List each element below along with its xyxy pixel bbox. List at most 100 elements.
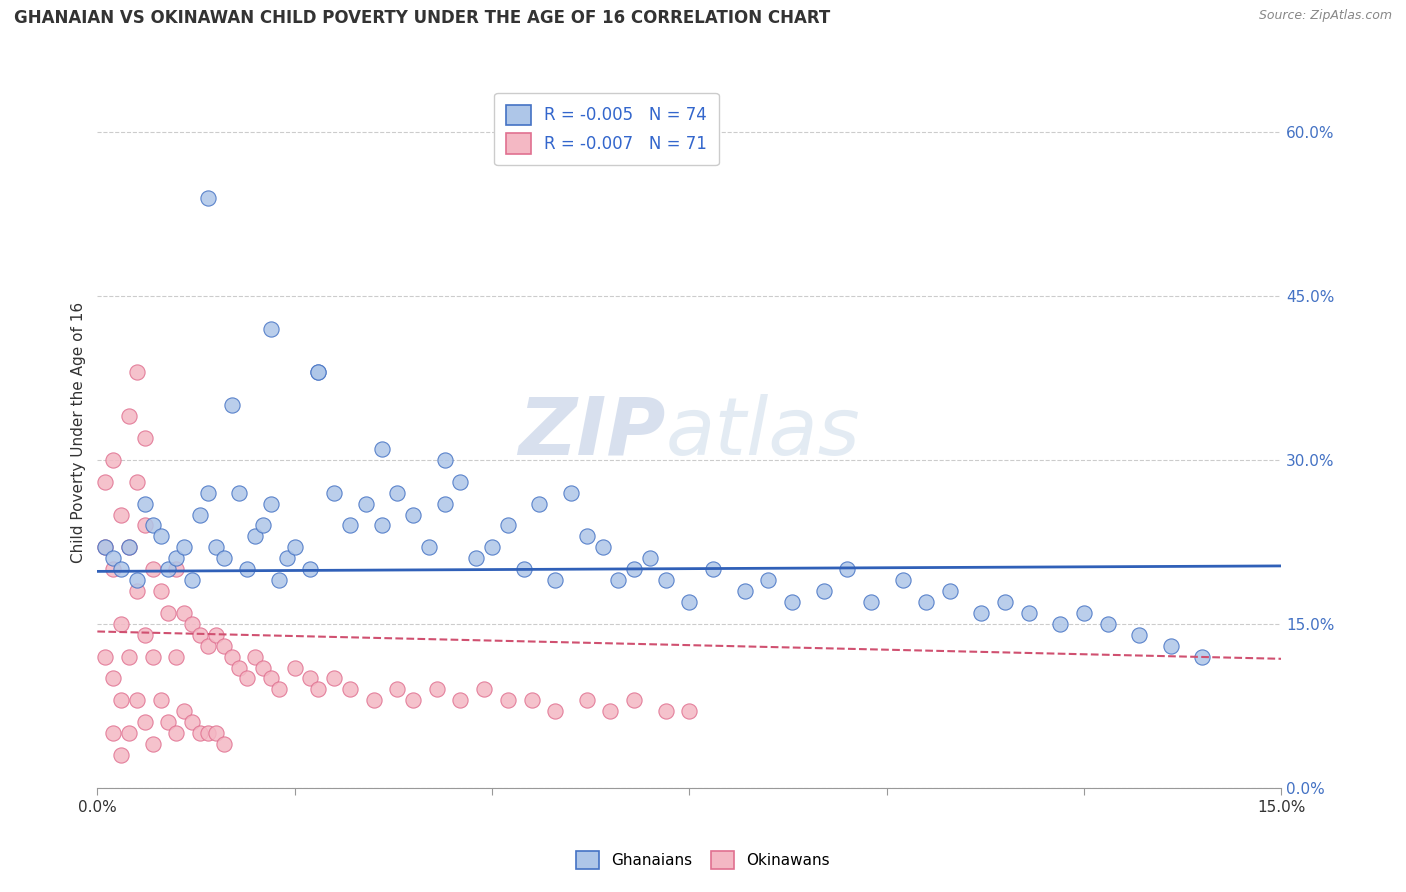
Point <box>260 672 283 686</box>
Point <box>181 573 204 587</box>
Point <box>94 475 117 489</box>
Point <box>623 562 645 576</box>
Point <box>188 628 211 642</box>
Point <box>1073 606 1095 620</box>
Point <box>1097 616 1119 631</box>
Point <box>165 551 187 566</box>
Point <box>299 562 322 576</box>
Point <box>496 693 519 707</box>
Point <box>188 726 211 740</box>
Point <box>426 682 449 697</box>
Point <box>134 431 156 445</box>
Point <box>433 497 456 511</box>
Point <box>623 693 645 707</box>
Point <box>212 737 235 751</box>
Point <box>245 649 267 664</box>
Point <box>134 518 156 533</box>
Point <box>110 693 132 707</box>
Point <box>157 715 180 730</box>
Point <box>654 704 676 718</box>
Point <box>94 541 117 555</box>
Point <box>173 704 195 718</box>
Point <box>323 485 346 500</box>
Legend: Ghanaians, Okinawans: Ghanaians, Okinawans <box>571 845 835 875</box>
Text: Source: ZipAtlas.com: Source: ZipAtlas.com <box>1258 9 1392 22</box>
Point <box>181 616 204 631</box>
Y-axis label: Child Poverty Under the Age of 16: Child Poverty Under the Age of 16 <box>72 302 86 563</box>
Point <box>284 660 307 674</box>
Point <box>101 562 124 576</box>
Point <box>544 704 567 718</box>
Point <box>110 616 132 631</box>
Point <box>236 562 259 576</box>
Point <box>118 726 141 740</box>
Point <box>204 628 226 642</box>
Point <box>599 704 621 718</box>
Point <box>125 693 148 707</box>
Point <box>276 551 298 566</box>
Point <box>118 541 141 555</box>
Point <box>970 606 993 620</box>
Point <box>149 693 172 707</box>
Point <box>142 518 165 533</box>
Point <box>125 475 148 489</box>
Point <box>418 541 440 555</box>
Point <box>173 606 195 620</box>
Point <box>197 726 219 740</box>
Point <box>472 682 495 697</box>
Point <box>544 573 567 587</box>
Point <box>575 529 598 543</box>
Point <box>110 508 132 522</box>
Point <box>236 672 259 686</box>
Point <box>354 497 377 511</box>
Point <box>157 562 180 576</box>
Point <box>678 704 700 718</box>
Point <box>228 660 250 674</box>
Point <box>212 551 235 566</box>
Point <box>449 475 471 489</box>
Point <box>252 660 274 674</box>
Point <box>221 398 243 412</box>
Point <box>323 672 346 686</box>
Point <box>1191 649 1213 664</box>
Legend: R = -0.005   N = 74, R = -0.007   N = 71: R = -0.005 N = 74, R = -0.007 N = 71 <box>495 93 718 165</box>
Point <box>157 606 180 620</box>
Point <box>188 508 211 522</box>
Point <box>575 693 598 707</box>
Point <box>149 584 172 599</box>
Point <box>134 628 156 642</box>
Point <box>118 409 141 424</box>
Point <box>118 649 141 664</box>
Point <box>110 562 132 576</box>
Point <box>702 562 724 576</box>
Point <box>387 682 409 697</box>
Point <box>339 518 361 533</box>
Point <box>110 747 132 762</box>
Point <box>307 366 329 380</box>
Point <box>197 485 219 500</box>
Point <box>260 322 283 336</box>
Point <box>101 453 124 467</box>
Point <box>638 551 661 566</box>
Point <box>465 551 488 566</box>
Point <box>165 726 187 740</box>
Text: ZIP: ZIP <box>519 393 665 472</box>
Point <box>607 573 630 587</box>
Point <box>387 485 409 500</box>
Point <box>449 693 471 707</box>
Point <box>529 497 551 511</box>
Point <box>221 649 243 664</box>
Point <box>197 191 219 205</box>
Point <box>181 715 204 730</box>
Point <box>780 595 803 609</box>
Point <box>813 584 835 599</box>
Point <box>370 442 392 456</box>
Point <box>197 639 219 653</box>
Point <box>252 518 274 533</box>
Point <box>260 497 283 511</box>
Point <box>125 573 148 587</box>
Point <box>496 518 519 533</box>
Point <box>142 737 165 751</box>
Point <box>512 562 534 576</box>
Point <box>915 595 938 609</box>
